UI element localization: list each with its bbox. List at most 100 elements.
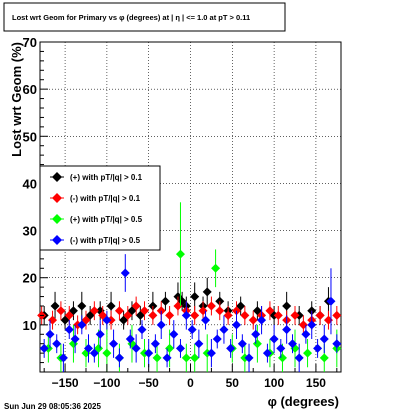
y-tick-label: 50: [23, 129, 37, 144]
data-point: [282, 325, 292, 335]
data-point: [109, 339, 119, 349]
data-point: [175, 249, 185, 259]
data-point: [152, 353, 162, 363]
data-point: [175, 343, 185, 353]
data-point: [332, 339, 342, 349]
x-tick-label: −150: [52, 376, 79, 390]
data-point: [187, 325, 197, 335]
data-point: [211, 263, 221, 273]
data-point: [332, 310, 342, 320]
data-point: [206, 301, 216, 311]
data-point: [237, 339, 247, 349]
data-point: [52, 339, 62, 349]
data-point: [282, 301, 292, 311]
data-point: [244, 353, 254, 363]
legend-label: (-) with pT/|q| > 0.1: [70, 194, 141, 203]
data-point: [70, 334, 80, 344]
data-point: [307, 320, 317, 330]
data-point: [140, 306, 150, 316]
data-point: [131, 301, 141, 311]
data-point: [294, 353, 304, 363]
data-point: [50, 301, 60, 311]
x-tick-label: −100: [93, 376, 120, 390]
data-point: [102, 348, 112, 358]
data-point: [262, 348, 272, 358]
data-point: [48, 315, 58, 325]
data-point: [265, 306, 275, 316]
data-point: [252, 339, 262, 349]
data-point: [290, 310, 300, 320]
data-point: [223, 310, 233, 320]
data-point: [106, 301, 116, 311]
y-tick-label: 60: [23, 82, 37, 97]
y-tick-label: 30: [23, 224, 37, 239]
legend: (+) with pT/|q| > 0.1 (-) with pT/|q| > 0…: [39, 165, 161, 251]
y-tick-label: 10: [23, 318, 37, 333]
data-point: [83, 343, 93, 353]
x-tick-label: −50: [139, 376, 160, 390]
data-point: [319, 353, 329, 363]
data-point: [150, 339, 160, 349]
x-tick-label: 100: [264, 376, 284, 390]
series-4: [39, 254, 342, 372]
x-tick-label: 150: [306, 376, 326, 390]
data-point: [77, 301, 87, 311]
y-tick-label: 40: [23, 176, 37, 191]
x-tick-label: 50: [226, 376, 240, 390]
legend-marker: [52, 214, 62, 224]
data-point: [269, 334, 279, 344]
data-point: [102, 315, 112, 325]
data-point: [257, 315, 267, 325]
legend-label: (+) with pT/|q| > 0.1: [70, 173, 143, 182]
data-point: [190, 292, 200, 302]
data-point: [190, 310, 200, 320]
data-point: [137, 325, 147, 335]
data-point: [212, 334, 222, 344]
data-point: [162, 353, 172, 363]
data-point: [120, 268, 130, 278]
data-point: [219, 325, 229, 335]
data-point: [202, 287, 212, 297]
y-axis-title: Lost wrt Geom (%): [9, 42, 24, 157]
data-point: [144, 348, 154, 358]
data-point: [323, 315, 333, 325]
x-tick-label: 0: [187, 376, 194, 390]
data-point: [313, 343, 323, 353]
legend-marker: [52, 172, 62, 182]
data-point: [303, 348, 313, 358]
data-point: [39, 343, 49, 353]
data-point: [156, 320, 166, 330]
data-point: [114, 353, 124, 363]
axes: −150 −100 −50 0 50 100 150 10 20 30 40 50 60 70: [23, 35, 338, 390]
data-point: [190, 353, 200, 363]
data-point: [301, 329, 311, 339]
data-point: [64, 310, 74, 320]
data-point: [58, 353, 68, 363]
data-point: [315, 310, 325, 320]
data-point: [169, 329, 179, 339]
data-point: [288, 339, 298, 349]
data-point: [95, 329, 105, 339]
data-point: [56, 306, 66, 316]
data-series: [37, 202, 342, 372]
data-point: [276, 343, 286, 353]
legend-label: (+) with pT/|q| > 0.5: [70, 215, 143, 224]
data-point: [198, 306, 208, 316]
data-point: [89, 306, 99, 316]
data-point: [273, 310, 283, 320]
y-tick-label: 20: [23, 271, 37, 286]
data-point: [326, 296, 336, 306]
data-point: [215, 306, 225, 316]
data-point: [114, 306, 124, 316]
legend-marker: [52, 193, 62, 203]
data-point: [226, 343, 236, 353]
data-point: [77, 320, 87, 330]
data-point: [319, 334, 329, 344]
data-point: [298, 320, 308, 330]
data-point: [89, 348, 99, 358]
data-point: [125, 334, 135, 344]
data-point: [64, 325, 74, 335]
legend-label: (-) with pT/|q| > 0.5: [70, 236, 141, 245]
data-point: [45, 329, 55, 339]
